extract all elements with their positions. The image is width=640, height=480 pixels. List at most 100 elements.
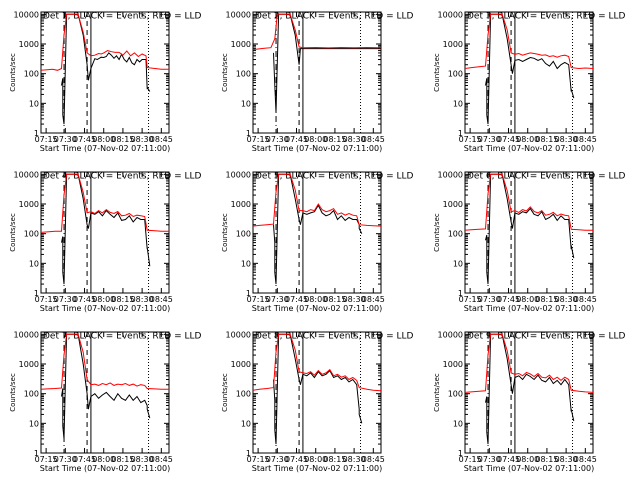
y-tick-label: 10	[29, 99, 39, 108]
panel-title: Det 7, BLACK = Events, RED = LLD	[43, 332, 202, 342]
series-events-line	[273, 173, 363, 285]
y-tick-label: 100	[448, 70, 463, 79]
x-tick-label: 08:30	[131, 455, 154, 464]
x-tick-label: 07:45	[285, 135, 308, 144]
series-events-line	[61, 333, 151, 439]
y-tick-label: 10	[241, 259, 251, 268]
plot-frame	[252, 331, 382, 454]
x-tick-label: 08:00	[92, 455, 115, 464]
y-tick-label: 1	[34, 129, 39, 138]
panel-det-8: Det 8, BLACK = Events, RED = LLD 1 10 100 10…	[221, 330, 414, 473]
x-tick-label: 08:30	[343, 295, 366, 304]
series-lld-line	[253, 173, 381, 227]
y-tick-label: 1	[246, 289, 251, 298]
panel-det-5: Det 5, BLACK = Events, RED = LLD 1 10 100 10…	[221, 170, 414, 313]
series-events-line	[273, 13, 381, 113]
x-tick-label: 08:30	[555, 455, 578, 464]
y-axis-label: Counts/sec	[221, 53, 229, 92]
y-tick-label: 10	[241, 419, 251, 428]
plot-frame	[464, 331, 594, 454]
y-axis-label: Counts/sec	[9, 53, 17, 92]
y-tick-label: 100	[24, 70, 39, 79]
x-tick-label: 07:45	[285, 455, 308, 464]
x-tick-label: 08:30	[555, 135, 578, 144]
x-tick-label: 08:30	[555, 295, 578, 304]
x-tick-label: 07:15	[247, 135, 270, 144]
panel-det-4: Det 4, BLACK = Events, RED = LLD 1 10 100 10…	[9, 170, 202, 313]
x-tick-label: 07:30	[266, 295, 289, 304]
x-tick-label: 08:15	[323, 295, 346, 304]
x-tick-label: 07:15	[459, 295, 482, 304]
series-lld-line	[465, 333, 593, 393]
plot-frame	[252, 11, 382, 134]
y-tick-label: 1	[246, 449, 251, 458]
x-tick-label: 08:15	[535, 135, 558, 144]
x-axis-label: Start Time (07-Nov-02 07:11:00)	[464, 144, 594, 153]
y-tick-label: 1000	[443, 200, 463, 209]
plot-frame	[464, 11, 594, 134]
x-tick-label: 07:45	[497, 295, 520, 304]
x-axis-label: Start Time (07-Nov-02 07:11:00)	[252, 304, 382, 313]
y-axis-label: Counts/sec	[221, 373, 229, 412]
panel-det-2: Det 2, BLACK = Events, RED = LLD 1 10 100 10…	[221, 10, 414, 153]
x-tick-label: 08:45	[362, 455, 385, 464]
x-axis-label: Start Time (07-Nov-02 07:11:00)	[464, 464, 594, 473]
x-tick-label: 08:45	[362, 295, 385, 304]
series-events-line	[273, 333, 363, 445]
x-tick-label: 07:45	[73, 295, 96, 304]
y-tick-label: 10	[29, 259, 39, 268]
y-tick-label: 100	[236, 390, 251, 399]
y-tick-label: 100	[448, 390, 463, 399]
panel-title: Det 2, BLACK = Events, RED = LLD	[255, 12, 414, 22]
y-tick-label: 10000	[226, 10, 251, 19]
panel-title: Det 1, BLACK = Events, RED = LLD	[43, 12, 202, 22]
x-axis-label: Start Time (07-Nov-02 07:11:00)	[40, 144, 170, 153]
x-tick-label: 08:00	[92, 135, 115, 144]
x-tick-label: 08:15	[111, 135, 134, 144]
series-events-line	[485, 173, 575, 285]
x-tick-label: 07:15	[459, 455, 482, 464]
series-lld-line	[41, 333, 169, 390]
x-tick-label: 07:15	[35, 455, 58, 464]
y-tick-label: 100	[24, 390, 39, 399]
y-tick-label: 100	[236, 230, 251, 239]
x-tick-label: 08:00	[92, 295, 115, 304]
x-tick-label: 08:45	[150, 455, 173, 464]
series-events-line	[485, 333, 575, 445]
plot-frame	[40, 331, 170, 454]
y-tick-label: 10000	[14, 170, 39, 179]
x-tick-label: 08:15	[535, 295, 558, 304]
y-tick-label: 1000	[19, 360, 39, 369]
y-tick-label: 100	[448, 230, 463, 239]
y-tick-label: 100	[24, 230, 39, 239]
x-axis-label: Start Time (07-Nov-02 07:11:00)	[464, 304, 594, 313]
x-tick-label: 07:30	[54, 135, 77, 144]
y-axis-label: Counts/sec	[433, 373, 441, 412]
y-tick-label: 10	[453, 259, 463, 268]
x-tick-label: 07:15	[247, 455, 270, 464]
x-tick-label: 07:15	[247, 295, 270, 304]
x-tick-label: 08:15	[323, 455, 346, 464]
y-tick-label: 1	[458, 289, 463, 298]
x-tick-label: 07:30	[478, 295, 501, 304]
y-axis-label: Counts/sec	[9, 213, 17, 252]
plot-frame	[464, 171, 594, 294]
x-tick-label: 08:00	[304, 455, 327, 464]
x-tick-label: 08:45	[150, 135, 173, 144]
y-tick-label: 10	[241, 99, 251, 108]
plot-frame	[252, 171, 382, 294]
x-tick-label: 08:45	[362, 135, 385, 144]
y-tick-label: 1000	[19, 40, 39, 49]
panel-det-1: Det 1, BLACK = Events, RED = LLD 1 10 100 10…	[9, 10, 202, 153]
x-tick-label: 07:30	[54, 295, 77, 304]
y-tick-label: 1000	[443, 40, 463, 49]
y-tick-label: 1	[34, 289, 39, 298]
x-tick-label: 08:15	[323, 135, 346, 144]
x-tick-label: 08:15	[111, 455, 134, 464]
x-tick-label: 08:45	[574, 455, 597, 464]
x-tick-label: 07:45	[285, 295, 308, 304]
y-axis-label: Counts/sec	[221, 213, 229, 252]
series-lld-line	[253, 13, 381, 51]
y-tick-label: 10000	[226, 170, 251, 179]
